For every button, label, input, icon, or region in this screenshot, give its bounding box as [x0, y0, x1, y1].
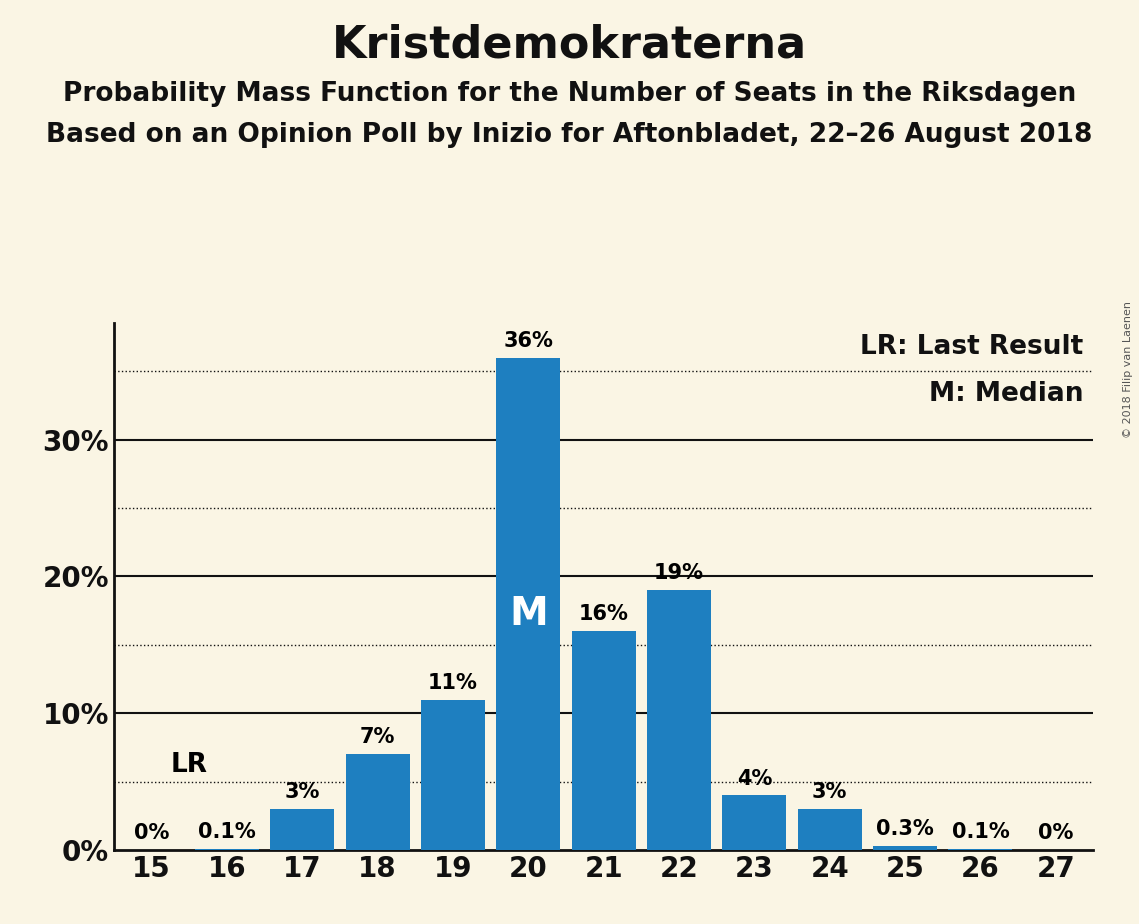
Bar [270, 809, 335, 850]
Text: 3%: 3% [285, 783, 320, 802]
Text: Probability Mass Function for the Number of Seats in the Riksdagen: Probability Mass Function for the Number… [63, 81, 1076, 107]
Text: 0.1%: 0.1% [198, 821, 256, 842]
Bar [874, 846, 937, 850]
Text: 0%: 0% [1038, 823, 1073, 844]
Bar [497, 358, 560, 850]
Bar [195, 849, 259, 850]
Text: 0.3%: 0.3% [876, 820, 934, 839]
Bar [421, 699, 485, 850]
Text: © 2018 Filip van Laenen: © 2018 Filip van Laenen [1123, 301, 1133, 438]
Text: 3%: 3% [812, 783, 847, 802]
Text: Based on an Opinion Poll by Inizio for Aftonbladet, 22–26 August 2018: Based on an Opinion Poll by Inizio for A… [47, 122, 1092, 148]
Text: 19%: 19% [654, 564, 704, 583]
Text: 0.1%: 0.1% [951, 821, 1009, 842]
Text: Kristdemokraterna: Kristdemokraterna [331, 23, 808, 67]
Bar [949, 849, 1013, 850]
Bar [572, 631, 636, 850]
Text: M: M [509, 595, 548, 633]
Text: 11%: 11% [428, 673, 478, 693]
Text: M: Median: M: Median [929, 382, 1083, 407]
Text: 36%: 36% [503, 331, 554, 351]
Text: 7%: 7% [360, 727, 395, 748]
Text: 4%: 4% [737, 769, 772, 788]
Bar [345, 754, 410, 850]
Text: 16%: 16% [579, 604, 629, 625]
Text: LR: Last Result: LR: Last Result [860, 334, 1083, 360]
Bar [722, 796, 786, 850]
Bar [797, 809, 862, 850]
Text: 0%: 0% [134, 823, 170, 844]
Text: LR: LR [171, 751, 207, 778]
Bar [647, 590, 711, 850]
